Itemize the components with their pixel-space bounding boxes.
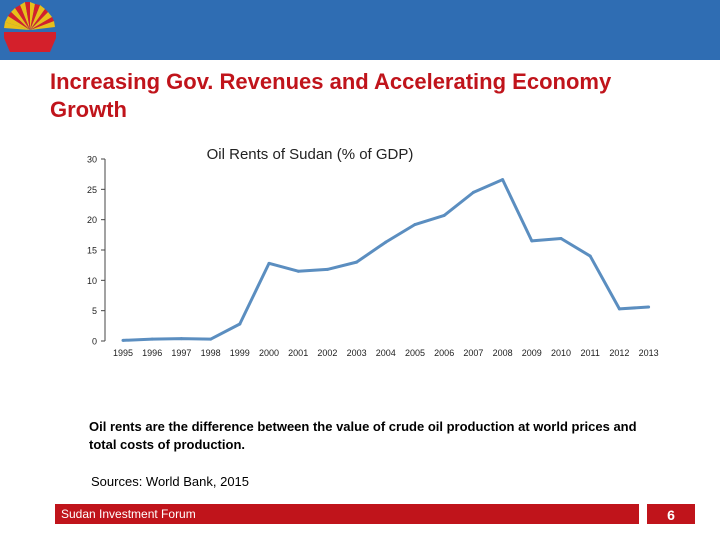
x-tick-label: 2013 — [639, 348, 659, 358]
chart-title: Oil Rents of Sudan (% of GDP) — [207, 146, 414, 163]
y-tick-label: 30 — [87, 155, 97, 165]
x-tick-label: 1995 — [113, 348, 133, 358]
data-point — [238, 322, 242, 326]
data-point — [150, 337, 154, 341]
x-tick-label: 2009 — [522, 348, 542, 358]
y-tick-label: 0 — [92, 337, 97, 347]
x-tick-label: 2012 — [609, 348, 629, 358]
x-tick-label: 2002 — [317, 348, 337, 358]
x-tick-label: 1997 — [171, 348, 191, 358]
x-tick-label: 2004 — [376, 348, 396, 358]
y-tick-label: 5 — [92, 306, 97, 316]
footer-label: Sudan Investment Forum — [61, 507, 196, 521]
x-tick-label: 2006 — [434, 348, 454, 358]
slide-title: Increasing Gov. Revenues and Acceleratin… — [50, 69, 612, 122]
data-point — [296, 269, 300, 273]
x-tick-label: 2007 — [463, 348, 483, 358]
y-tick-label: 20 — [87, 215, 97, 225]
data-point — [647, 305, 651, 309]
x-tick-label: 1998 — [201, 348, 221, 358]
y-tick-label: 25 — [87, 185, 97, 195]
data-point — [384, 240, 388, 244]
x-tick-label: 2000 — [259, 348, 279, 358]
y-tick-label: 10 — [87, 276, 97, 286]
data-point — [121, 338, 125, 342]
data-point — [325, 267, 329, 271]
x-tick-label: 2011 — [581, 348, 600, 358]
x-tick-label: 2010 — [551, 348, 571, 358]
data-point — [530, 239, 534, 243]
header-bar — [0, 0, 720, 60]
oil-rents-line-chart: Oil Rents of Sudan (% of GDP) 0 5 10 15 20 25… — [87, 146, 659, 358]
data-point — [617, 307, 621, 311]
data-point — [355, 260, 359, 264]
page-number: 6 — [647, 504, 695, 524]
data-point — [413, 223, 417, 227]
x-tick-label: 2001 — [288, 348, 308, 358]
footer-bar: Sudan Investment Forum — [55, 504, 639, 524]
data-point — [209, 337, 213, 341]
data-point — [267, 261, 271, 265]
x-tick-label: 2003 — [347, 348, 367, 358]
x-tick-label: 1996 — [142, 348, 162, 358]
sunburst-logo-icon — [4, 2, 56, 52]
oil-rents-description: Oil rents are the difference between the… — [89, 419, 637, 452]
data-point — [442, 213, 446, 217]
x-tick-label: 2005 — [405, 348, 425, 358]
data-point — [471, 190, 475, 194]
x-tick-label: 2008 — [493, 348, 513, 358]
series-line — [122, 178, 649, 342]
x-tick-label: 1999 — [230, 348, 250, 358]
data-point — [559, 236, 563, 240]
sources-note: Sources: World Bank, 2015 — [91, 474, 250, 489]
y-tick-label: 15 — [87, 246, 97, 256]
data-point — [501, 178, 505, 182]
data-point — [588, 254, 592, 258]
data-point — [179, 337, 183, 341]
